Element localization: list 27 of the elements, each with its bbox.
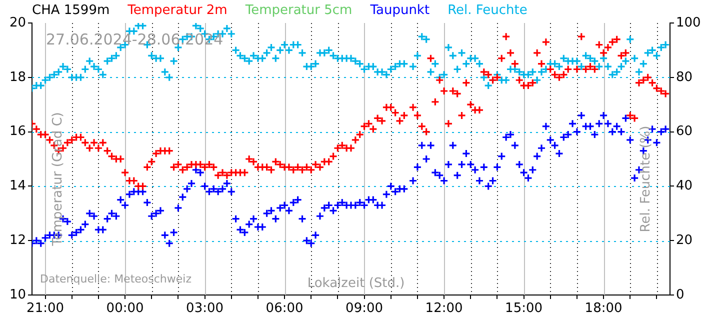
x-tick-label: 21:00	[26, 301, 64, 316]
x-tick-label: 15:00	[505, 301, 543, 316]
y2-axis-title: Rel. Feuchte (%)	[638, 126, 654, 232]
y-tick-label: 14	[9, 178, 26, 194]
y2-tick-label: 40	[676, 178, 693, 194]
x-tick-label: 03:00	[186, 301, 224, 316]
y2-tick-label: 60	[676, 124, 693, 140]
y2-tick-label: 0	[676, 287, 684, 302]
text: Temperatur 2m	[128, 3, 228, 18]
y-tick-label: 10	[9, 287, 26, 302]
x-tick-label: 06:00	[266, 301, 304, 316]
y-tick-label: 18	[9, 70, 26, 85]
series-label: Rel. Feuchte	[448, 3, 528, 18]
y2-tick-label: 100	[676, 15, 701, 30]
y2-tick-label: 20	[676, 232, 693, 248]
y-axis-title: Temperatur (Grad C)	[50, 112, 66, 247]
y-tick-label: 16	[9, 124, 26, 140]
x-tick-label: 18:00	[584, 301, 622, 316]
x-tick-label: 12:00	[425, 301, 463, 316]
legend-label: Temperatur 5cm	[245, 3, 352, 18]
y2-tick-label: 80	[676, 70, 693, 85]
x-tick-label: 09:00	[346, 301, 384, 316]
y-tick-label: 12	[9, 232, 26, 248]
x-tick-label: 00:00	[106, 301, 144, 316]
chart-title: CHA 1599m	[32, 3, 110, 18]
text: Taupunkt	[370, 3, 430, 18]
y-tick-label: 20	[9, 15, 26, 30]
